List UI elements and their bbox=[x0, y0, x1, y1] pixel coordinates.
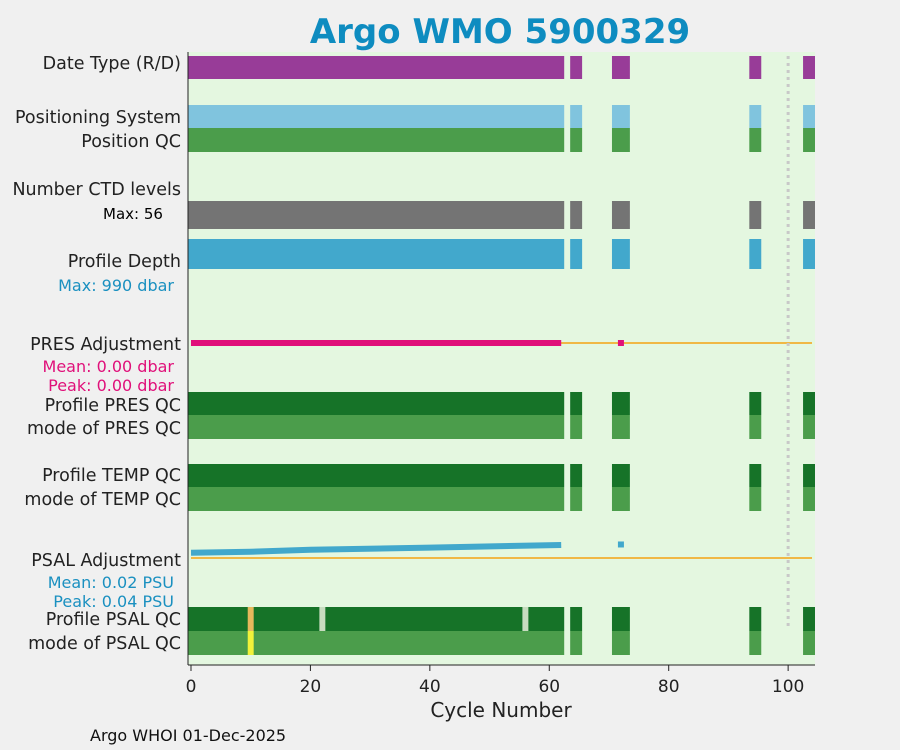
x-tick-label-40: 40 bbox=[419, 677, 441, 697]
row-label-date-type: Date Type (R/D) bbox=[43, 54, 181, 74]
bar-n_ctd_levels-4 bbox=[803, 201, 815, 229]
bar-profile_psal_qc-0 bbox=[188, 607, 565, 631]
bar-profile_psal_qc-1 bbox=[570, 607, 583, 631]
bar-profile_temp_qc-2 bbox=[611, 464, 630, 487]
bar-position_qc-4 bbox=[803, 128, 815, 152]
bar-profile_temp_qc-1 bbox=[570, 464, 583, 487]
chart-title: Argo WMO 5900329 bbox=[309, 12, 691, 52]
stat-ctd-max: Max: 56 bbox=[103, 205, 163, 223]
psal-qc-flag-0 bbox=[247, 607, 254, 631]
x-tick-label-20: 20 bbox=[300, 677, 322, 697]
bar-profile_depth-3 bbox=[749, 239, 762, 269]
row-label-profile-temp-qc: Profile TEMP QC bbox=[42, 466, 181, 486]
bar-date_type-2 bbox=[611, 56, 630, 79]
bar-position_qc-1 bbox=[570, 128, 583, 152]
bar-position_qc-0 bbox=[188, 128, 565, 152]
bar-mode_psal_qc-2 bbox=[611, 631, 630, 655]
bar-mode_psal_qc-1 bbox=[570, 631, 583, 655]
bar-mode_pres_qc-2 bbox=[611, 415, 630, 439]
x-tick-label-80: 80 bbox=[658, 677, 680, 697]
bar-positioning_system-3 bbox=[749, 105, 762, 128]
row-label-profile-pres-qc: Profile PRES QC bbox=[45, 396, 181, 416]
row-label-psal-adjustment: PSAL Adjustment bbox=[31, 551, 181, 571]
bar-date_type-3 bbox=[749, 56, 762, 79]
bar-mode_psal_qc-3 bbox=[749, 631, 762, 655]
bar-mode_temp_qc-2 bbox=[611, 487, 630, 511]
bar-profile_temp_qc-3 bbox=[749, 464, 762, 487]
bar-mode_temp_qc-4 bbox=[803, 487, 815, 511]
bar-mode_pres_qc-3 bbox=[749, 415, 762, 439]
x-axis-label: Cycle Number bbox=[430, 698, 572, 722]
bar-n_ctd_levels-3 bbox=[749, 201, 762, 229]
bar-mode_temp_qc-0 bbox=[188, 487, 565, 511]
bar-positioning_system-1 bbox=[570, 105, 583, 128]
psal-qc-flag-2 bbox=[522, 607, 529, 631]
bar-profile_depth-2 bbox=[611, 239, 630, 269]
pres-adjustment-point bbox=[617, 340, 624, 346]
x-ticks: 0 20 40 60 80 100 bbox=[186, 665, 804, 697]
bar-profile_depth-4 bbox=[803, 239, 815, 269]
plot-background bbox=[188, 52, 815, 665]
x-tick-label-100: 100 bbox=[772, 677, 804, 697]
bar-n_ctd_levels-0 bbox=[188, 201, 565, 229]
bar-profile_depth-1 bbox=[570, 239, 583, 269]
stat-psal-peak: Peak: 0.04 PSU bbox=[53, 592, 174, 611]
bar-profile_pres_qc-4 bbox=[803, 392, 815, 415]
data-bars bbox=[188, 56, 815, 655]
bar-mode_temp_qc-3 bbox=[749, 487, 762, 511]
bar-profile_temp_qc-4 bbox=[803, 464, 815, 487]
bar-positioning_system-0 bbox=[188, 105, 565, 128]
row-label-position-qc: Position QC bbox=[81, 132, 181, 152]
bar-date_type-0 bbox=[188, 56, 565, 79]
x-tick-label-0: 0 bbox=[186, 677, 197, 697]
stat-psal-mean: Mean: 0.02 PSU bbox=[48, 573, 174, 592]
bar-profile_pres_qc-1 bbox=[570, 392, 583, 415]
bar-profile_temp_qc-0 bbox=[188, 464, 565, 487]
bar-mode_pres_qc-4 bbox=[803, 415, 815, 439]
bar-profile_pres_qc-3 bbox=[749, 392, 762, 415]
psal-qc-flag-1 bbox=[319, 607, 326, 631]
adjustment-lines bbox=[190, 340, 813, 559]
row-label-mode-temp-qc: mode of TEMP QC bbox=[24, 490, 181, 510]
stat-pres-mean: Mean: 0.00 dbar bbox=[43, 357, 175, 376]
stat-depth-max: Max: 990 dbar bbox=[58, 276, 174, 295]
psal-adjustment-line bbox=[190, 542, 562, 556]
row-label-profile-psal-qc: Profile PSAL QC bbox=[46, 610, 181, 630]
row-labels: Date Type (R/D) Positioning System Positio… bbox=[12, 54, 181, 654]
row-label-positioning-system: Positioning System bbox=[15, 108, 181, 128]
row-label-profile-depth: Profile Depth bbox=[68, 252, 181, 272]
bar-date_type-4 bbox=[803, 56, 815, 79]
x-tick-label-60: 60 bbox=[538, 677, 560, 697]
bar-position_qc-2 bbox=[611, 128, 630, 152]
bar-profile_depth-0 bbox=[188, 239, 565, 269]
bar-mode_pres_qc-1 bbox=[570, 415, 583, 439]
bar-positioning_system-4 bbox=[803, 105, 815, 128]
bar-n_ctd_levels-2 bbox=[611, 201, 630, 229]
stat-pres-peak: Peak: 0.00 dbar bbox=[48, 376, 174, 395]
bar-mode_psal_qc-4 bbox=[803, 631, 815, 655]
bar-mode_pres_qc-0 bbox=[188, 415, 565, 439]
psal-mode-flag-0 bbox=[247, 631, 254, 655]
bar-date_type-1 bbox=[570, 56, 583, 79]
bar-n_ctd_levels-1 bbox=[570, 201, 583, 229]
bar-position_qc-3 bbox=[749, 128, 762, 152]
bar-profile_psal_qc-3 bbox=[749, 607, 762, 631]
row-label-pres-adjustment: PRES Adjustment bbox=[30, 335, 181, 355]
bar-mode_temp_qc-1 bbox=[570, 487, 583, 511]
bar-mode_psal_qc-0 bbox=[188, 631, 565, 655]
row-label-n-ctd-levels: Number CTD levels bbox=[12, 180, 181, 200]
bar-profile_psal_qc-4 bbox=[803, 607, 815, 631]
bar-positioning_system-2 bbox=[611, 105, 630, 128]
row-label-mode-pres-qc: mode of PRES QC bbox=[27, 419, 181, 439]
bar-profile_pres_qc-0 bbox=[188, 392, 565, 415]
footer-credit: Argo WHOI 01-Dec-2025 bbox=[90, 726, 287, 745]
psal-adjustment-point bbox=[617, 541, 624, 548]
bar-profile_psal_qc-2 bbox=[611, 607, 630, 631]
bar-profile_pres_qc-2 bbox=[611, 392, 630, 415]
row-label-mode-psal-qc: mode of PSAL QC bbox=[28, 634, 181, 654]
